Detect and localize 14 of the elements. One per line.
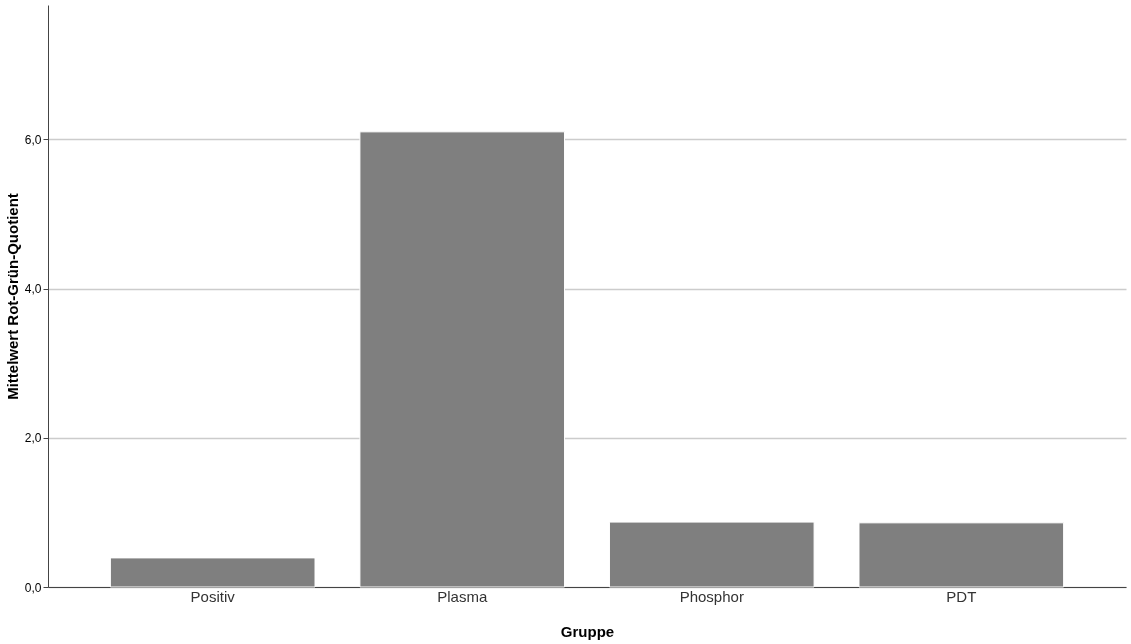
y-tick-label: 0,0 [24, 580, 42, 595]
y-axis-title: Mittelwert Rot-Grün-Quotient [3, 193, 21, 400]
x-tick-label: Phosphor [679, 587, 744, 605]
x-tick-label: Plasma [437, 587, 488, 605]
bar [858, 522, 1065, 588]
x-tick-label: PDT [946, 587, 977, 605]
bar [109, 557, 316, 588]
bar [359, 131, 566, 588]
y-tick-label: 6,0 [24, 132, 42, 147]
bar [608, 521, 815, 588]
y-tick-label: 2,0 [24, 431, 42, 446]
x-axis-title: Gruppe [560, 622, 615, 640]
y-tick-label: 4,0 [24, 282, 42, 297]
x-tick-label: Positiv [190, 587, 236, 605]
